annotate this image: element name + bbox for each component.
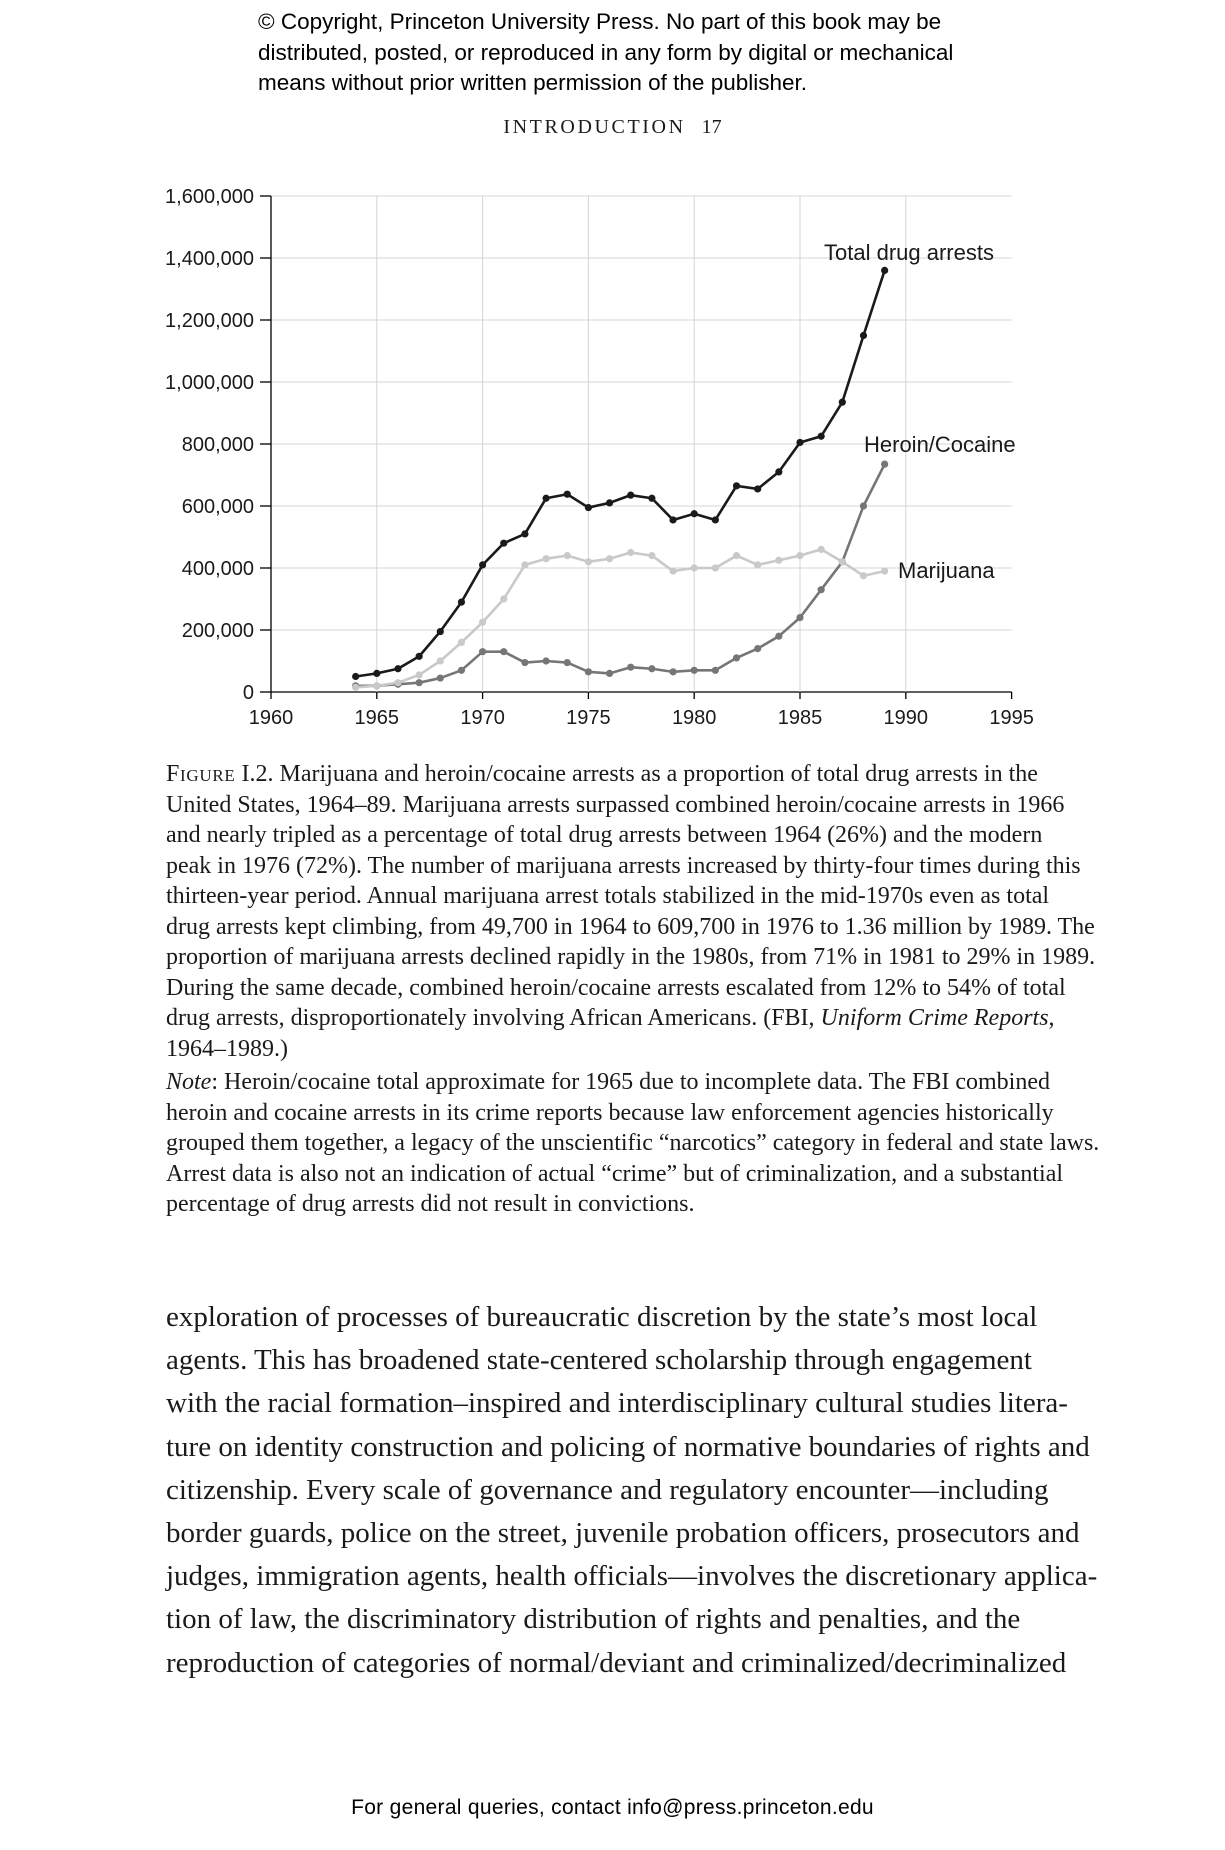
svg-text:Heroin/Cocaine: Heroin/Cocaine (864, 432, 1016, 457)
svg-text:1990: 1990 (884, 707, 929, 729)
svg-text:1,400,000: 1,400,000 (165, 248, 254, 270)
svg-text:1980: 1980 (672, 707, 717, 729)
svg-text:1970: 1970 (460, 707, 505, 729)
svg-text:1960: 1960 (249, 707, 294, 729)
svg-text:Total drug arrests: Total drug arrests (824, 240, 994, 265)
svg-text:1,000,000: 1,000,000 (165, 372, 254, 394)
svg-text:1,600,000: 1,600,000 (165, 186, 254, 208)
svg-text:600,000: 600,000 (182, 496, 254, 518)
svg-text:0: 0 (243, 682, 254, 704)
svg-text:1965: 1965 (355, 707, 400, 729)
svg-text:1975: 1975 (566, 707, 611, 729)
svg-text:1,200,000: 1,200,000 (165, 310, 254, 332)
svg-text:Marijuana: Marijuana (898, 558, 995, 583)
svg-text:400,000: 400,000 (182, 558, 254, 580)
svg-text:200,000: 200,000 (182, 620, 254, 642)
svg-text:800,000: 800,000 (182, 434, 254, 456)
svg-text:1995: 1995 (989, 707, 1034, 729)
svg-text:1985: 1985 (778, 707, 823, 729)
